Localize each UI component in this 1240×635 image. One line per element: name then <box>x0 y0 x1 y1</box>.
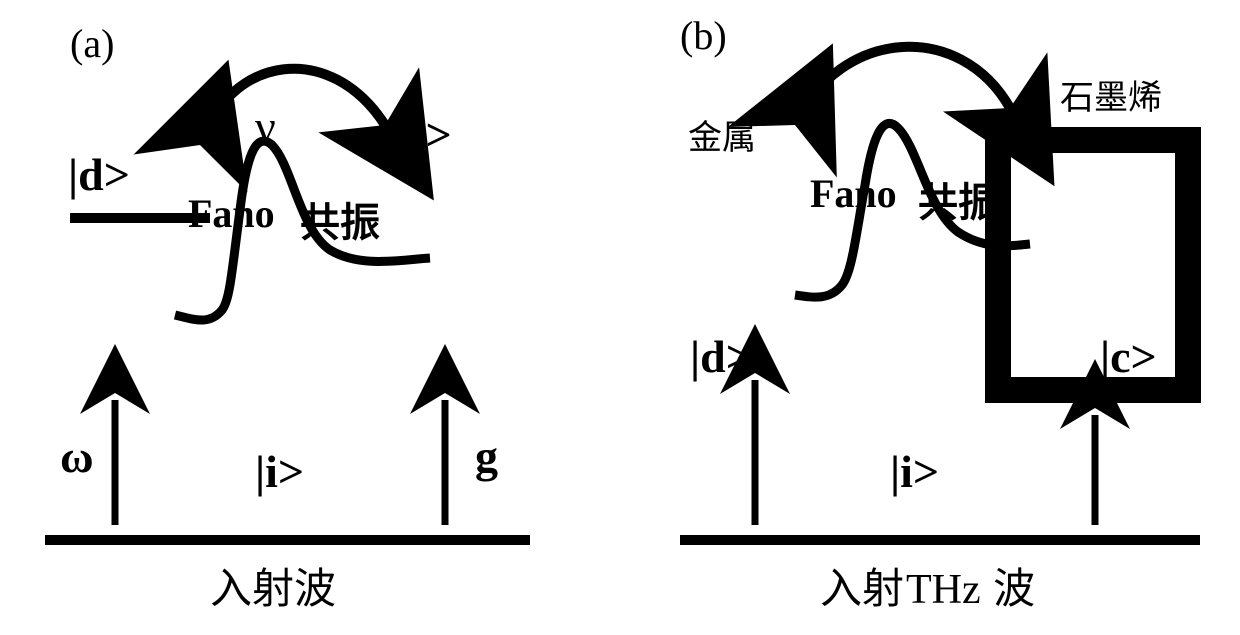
a-panel-tag: (a) <box>70 20 114 67</box>
b-axis-label-p1: 入射 <box>820 567 904 613</box>
b-axis-label-thz: THz <box>906 567 981 613</box>
b-coupling-arrow <box>795 47 1010 125</box>
a-fano-text: Fano <box>188 190 275 237</box>
b-fano-text2: 共振 <box>918 170 998 228</box>
b-graphene-frame <box>998 140 1188 390</box>
b-fano-text: Fano <box>810 170 897 217</box>
b-axis-label-p2: 波 <box>993 567 1035 613</box>
a-c-label: |c> <box>395 108 452 161</box>
a-d-label: |d> <box>68 148 130 201</box>
a-nu-label: ν <box>255 100 276 153</box>
a-g-label: g <box>475 430 498 483</box>
b-panel-tag: (b) <box>680 12 727 59</box>
a-i-label: |i> <box>255 445 304 498</box>
a-omega-label: ω <box>60 430 94 483</box>
a-fano-text2: 共振 <box>300 190 380 248</box>
diagram-svg <box>0 0 1240 635</box>
figure-canvas: (a) |d> |c> ν Fano 共振 ω |i> g 入射波 (b) 金属… <box>0 0 1240 635</box>
a-coupling-arrow <box>200 69 385 145</box>
b-axis-label: 入射THz 波 <box>820 555 1035 616</box>
b-d-label: |d> <box>690 330 752 383</box>
b-graphene-label: 石墨烯 <box>1060 70 1162 119</box>
b-c-label: |c> <box>1100 330 1157 383</box>
b-metal-label: 金属 <box>688 110 756 159</box>
b-i-label: |i> <box>890 445 939 498</box>
a-axis-label: 入射波 <box>210 555 336 616</box>
